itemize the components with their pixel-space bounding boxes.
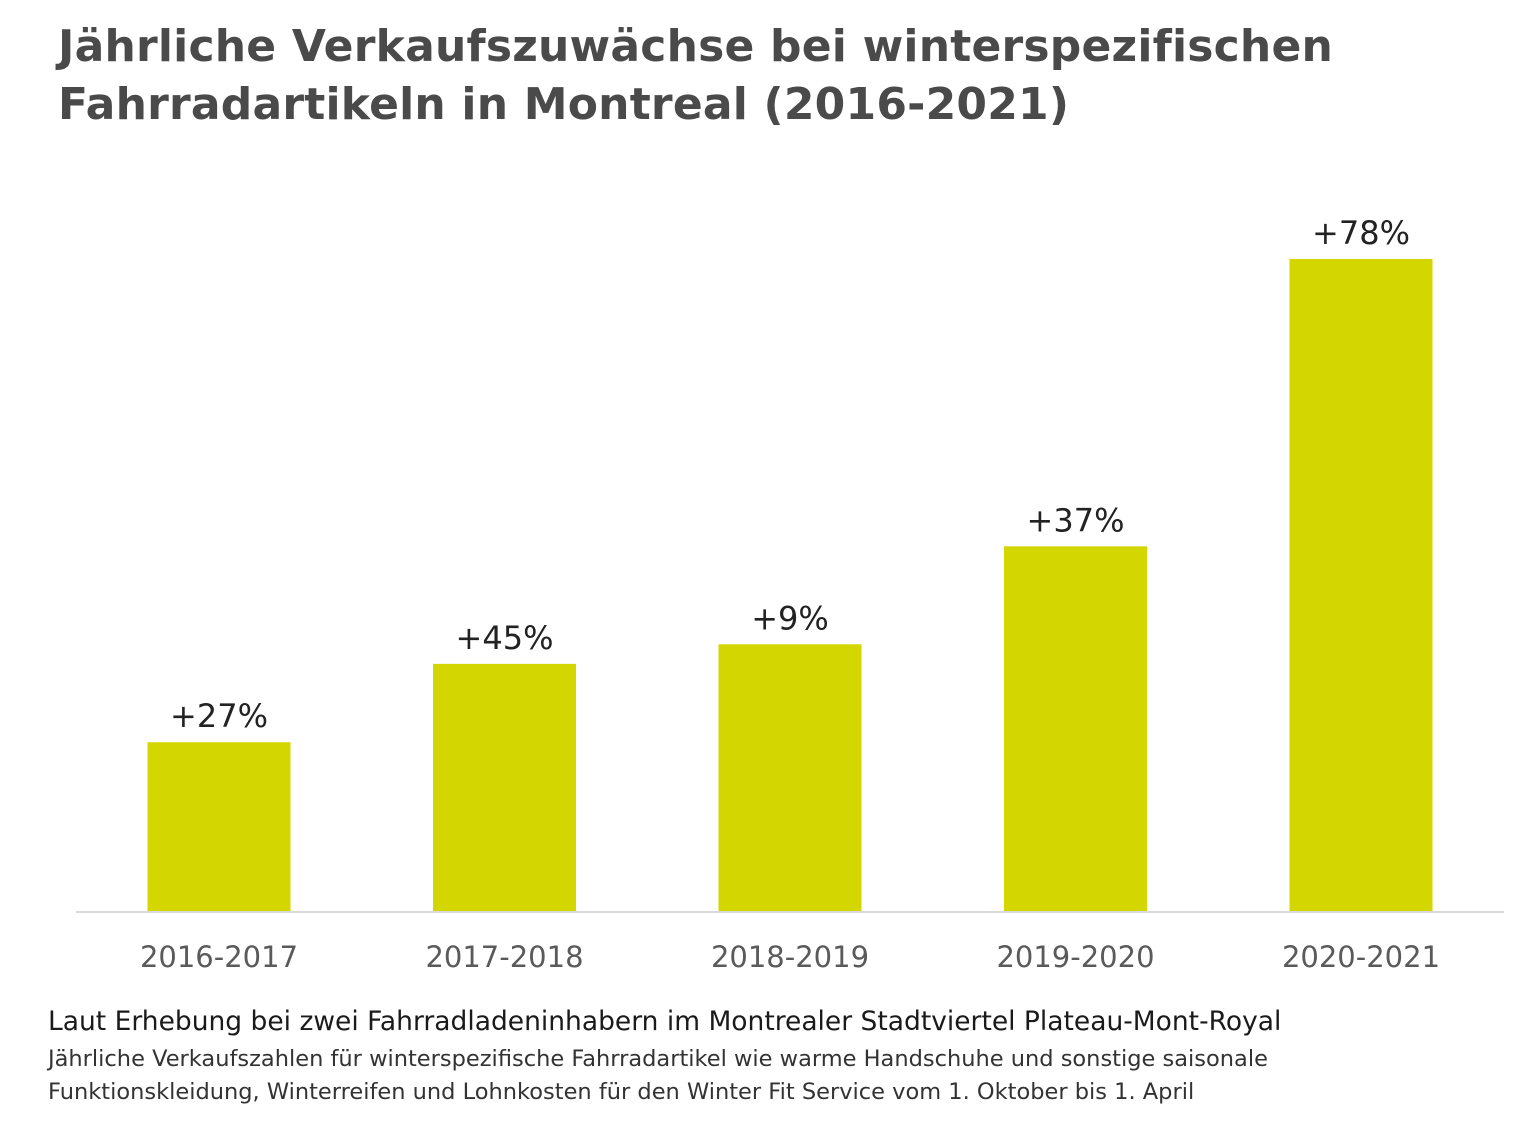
bars-group	[147, 259, 1433, 912]
footnote-line-1: Jährliche Verkaufszahlen für winterspezi…	[48, 1046, 1268, 1072]
x-tick-label-2020-2021: 2020-2021	[1282, 940, 1440, 974]
value-label-2020-2021: +78%	[1312, 214, 1410, 252]
value-labels-group: +27% +45% +9% +37% +78%	[170, 214, 1410, 735]
bar-2017-2018	[433, 663, 576, 912]
bar-2018-2019	[718, 644, 862, 912]
value-label-2019-2020: +37%	[1027, 501, 1125, 539]
footnote-line-2: Funktionskleidung, Winterreifen und Lohn…	[48, 1079, 1195, 1105]
value-label-2016-2017: +27%	[170, 697, 268, 735]
bar-2016-2017	[147, 742, 291, 912]
x-tick-label-2017-2018: 2017-2018	[425, 940, 583, 974]
x-tick-label-2016-2017: 2016-2017	[140, 940, 298, 974]
bar-2020-2021	[1289, 259, 1433, 912]
footnote: Jährliche Verkaufszahlen für winterspezi…	[48, 1043, 1488, 1109]
x-tick-labels-group: 2016-2017 2017-2018 2018-2019 2019-2020 2020…	[140, 940, 1440, 974]
chart-title-line-1: Jährliche Verkaufszuwächse bei winterspe…	[58, 21, 1334, 72]
chart-title: Jährliche Verkaufszuwächse bei winterspe…	[58, 18, 1498, 134]
bar-2019-2020	[1004, 546, 1147, 912]
x-tick-label-2019-2020: 2019-2020	[996, 940, 1154, 974]
chart-title-line-2: Fahrradartikeln in Montreal (2016-2021)	[58, 79, 1070, 130]
x-tick-label-2018-2019: 2018-2019	[711, 940, 869, 974]
source-note: Laut Erhebung bei zwei Fahrradladeninhab…	[48, 1006, 1282, 1037]
bar-chart: +27%+45%+9%+37%+78% 2016-2017 2017-2018 20…	[76, 214, 1504, 974]
value-label-2017-2018: +45%	[456, 619, 554, 657]
value-label-2018-2019: +9%	[751, 599, 829, 637]
